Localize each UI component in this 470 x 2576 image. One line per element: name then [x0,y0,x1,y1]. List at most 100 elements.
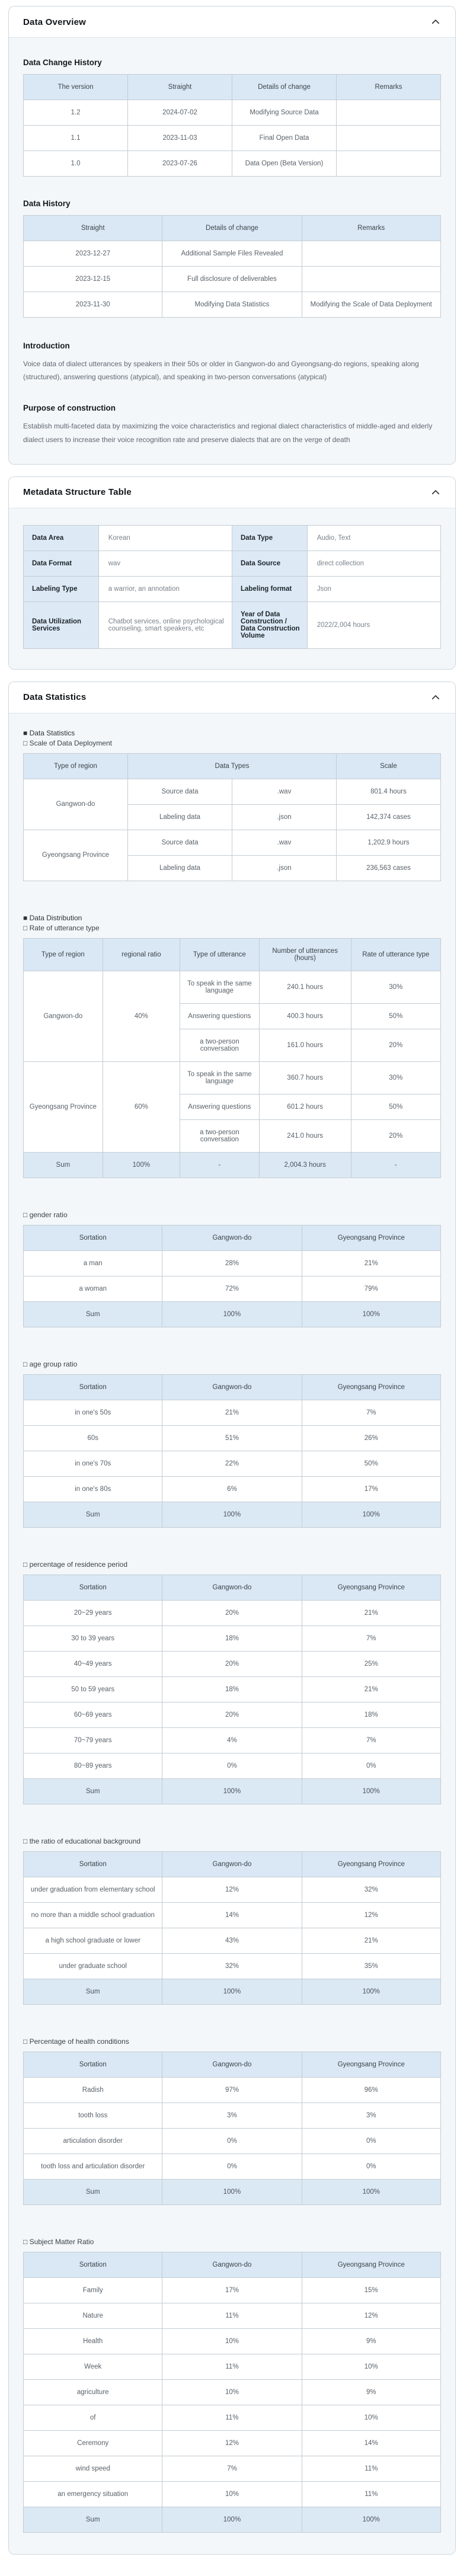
chevron-up-icon[interactable] [430,692,441,703]
table-row: 2023-12-15 Full disclosure of deliverable… [23,266,442,292]
label-data-statistics: ■ Data Statistics [23,728,75,737]
metadata-structure-table: Data Area Korean Data Type Audio, Text Data … [23,524,442,649]
table-cell: Labeling Type [23,575,99,602]
stat-block-education: □ the ratio of educational background So… [23,1836,442,2005]
table-cell: Gangwon-do [23,970,103,1062]
table-cell: Sum [23,1778,163,1804]
section-header-metadata[interactable]: Metadata Structure Table [9,476,455,508]
table-cell: 30% [350,1061,442,1095]
label-educational-background: □ the ratio of educational background [23,1836,141,1845]
table-cell: 60s [23,1425,163,1451]
column-header: The version [23,74,128,100]
section-header-data-overview[interactable]: Data Overview [9,7,455,37]
table-row: Nature 11% 12% [23,2302,442,2329]
table-row: 60~69 years 20% 18% [23,1701,442,1728]
column-header: Type of region [23,753,128,779]
section-header-data-statistics[interactable]: Data Statistics [9,681,455,713]
table-cell: Sum [23,1978,163,2005]
table-row: articulation disorder 0% 0% [23,2127,442,2154]
table-cell: Week [23,2353,163,2380]
table-cell: 18% [162,1676,302,1703]
label-health-conditions: □ Percentage of health conditions [23,2037,129,2046]
table-cell: Labeling data [127,804,232,830]
age-group-ratio-table: Sortation Gangwon-do Gyeongsang Province in… [23,1374,442,1528]
table-row: tooth loss and articulation disorder 0% 0% [23,2153,442,2180]
label-scale-of-data-deployment: □ Scale of Data Deployment [23,738,112,747]
section-body-data-statistics: ■ Data Statistics □ Scale of Data Deploy… [9,712,455,2554]
column-header: Gangwon-do [162,1224,302,1251]
table-cell: articulation disorder [23,2127,163,2154]
table-row: a man 28% 21% [23,1250,442,1276]
column-header: Gyeongsang Province [301,2251,442,2278]
label-gender-ratio: □ gender ratio [23,1210,68,1219]
table-cell: no more than a middle school graduation [23,1902,163,1928]
table-row: a high school graduate or lower 43% 21% [23,1927,442,1954]
gender-ratio-table: Sortation Gangwon-do Gyeongsang Province a … [23,1224,442,1327]
stat-block-health: □ Percentage of health conditions Sortat… [23,2037,442,2205]
column-header: Gangwon-do [162,1851,302,1877]
table-sum-row: Sum 100% 100% [23,1978,442,2005]
table-cell: Gyeongsang Province [23,1061,103,1153]
chevron-up-icon[interactable] [430,487,441,498]
chevron-up-icon[interactable] [430,17,441,27]
table-cell: Final Open Data [232,125,337,151]
table-cell: 0% [162,1752,302,1779]
table-cell: 32% [162,1953,302,1979]
table-cell: 360.7 hours [258,1061,351,1095]
health-conditions-table: Sortation Gangwon-do Gyeongsang Province Ra… [23,2051,442,2205]
table-cell: 12% [162,1876,302,1903]
table-row: Gangwon-do 40% To speak in the same langua… [23,970,442,1062]
table-cell: 601.2 hours [258,1093,351,1120]
table-row: Data Format wav Data Source direct collecti… [23,550,442,577]
table-row: 20~29 years 20% 21% [23,1599,442,1626]
section-body-metadata: Data Area Korean Data Type Audio, Text Data … [9,507,455,669]
table-row: 50 to 59 years 18% 21% [23,1676,442,1703]
table-cell: 51% [162,1425,302,1451]
table-row: Health 10% 9% [23,2328,442,2354]
table-cell: 10% [162,2481,302,2507]
table-cell: 60~69 years [23,1701,163,1728]
table-cell: 2023-11-03 [127,125,232,151]
table-cell [301,266,442,292]
table-cell: 28% [162,1250,302,1276]
table-header-row: Straight Details of change Remarks [23,215,442,241]
table-cell: 60% [102,1061,180,1153]
table-row: 40~49 years 20% 25% [23,1650,442,1677]
table-cell: 20~29 years [23,1599,163,1626]
table-cell: 801.4 hours [336,778,441,805]
table-cell: a man [23,1250,163,1276]
column-header: Details of change [162,215,302,241]
table-cell: 22% [162,1450,302,1477]
table-header-row: Sortation Gangwon-do Gyeongsang Province [23,1574,442,1601]
table-sum-row: Sum 100% 100% [23,1301,442,1327]
table-cell: 50% [301,1450,442,1477]
table-cell: 6% [162,1476,302,1502]
table-cell: 18% [162,1625,302,1652]
table-cell [336,151,441,177]
column-header: Gangwon-do [162,1574,302,1601]
label-rate-of-utterance-type: □ Rate of utterance type [23,923,100,932]
label-residence-period: □ percentage of residence period [23,1560,128,1569]
table-cell: 79% [301,1275,442,1302]
table-row: in one's 80s 6% 17% [23,1476,442,1502]
table-cell: 97% [162,2076,302,2103]
table-cell: Modifying Data Statistics [162,292,302,318]
stat-block-subject: □ Subject Matter Ratio Sortation Gangwon-… [23,2238,442,2533]
table-cell: 12% [301,1902,442,1928]
table-cell: 100% [301,2178,442,2205]
table-cell: 100% [162,1501,302,1528]
table-cell: 30 to 39 years [23,1625,163,1652]
column-header: Sortation [23,1374,163,1400]
table-cell: a woman [23,1275,163,1302]
stat-block-scale: ■ Data Statistics □ Scale of Data Deploy… [23,729,441,881]
table-cell: 40~49 years [23,1650,163,1677]
table-cell: under graduate school [23,1953,163,1979]
table-row: 60s 51% 26% [23,1425,442,1451]
table-cell: tooth loss and articulation disorder [23,2153,163,2180]
table-row: Data Utilization Services Chatbot service… [23,601,442,649]
table-cell: 100% [162,1778,302,1804]
label-age-group-ratio: □ age group ratio [23,1359,78,1368]
table-header-row: Sortation Gangwon-do Gyeongsang Province [23,2251,442,2278]
table-cell: an emergency situation [23,2481,163,2507]
table-cell: tooth loss [23,2102,163,2129]
